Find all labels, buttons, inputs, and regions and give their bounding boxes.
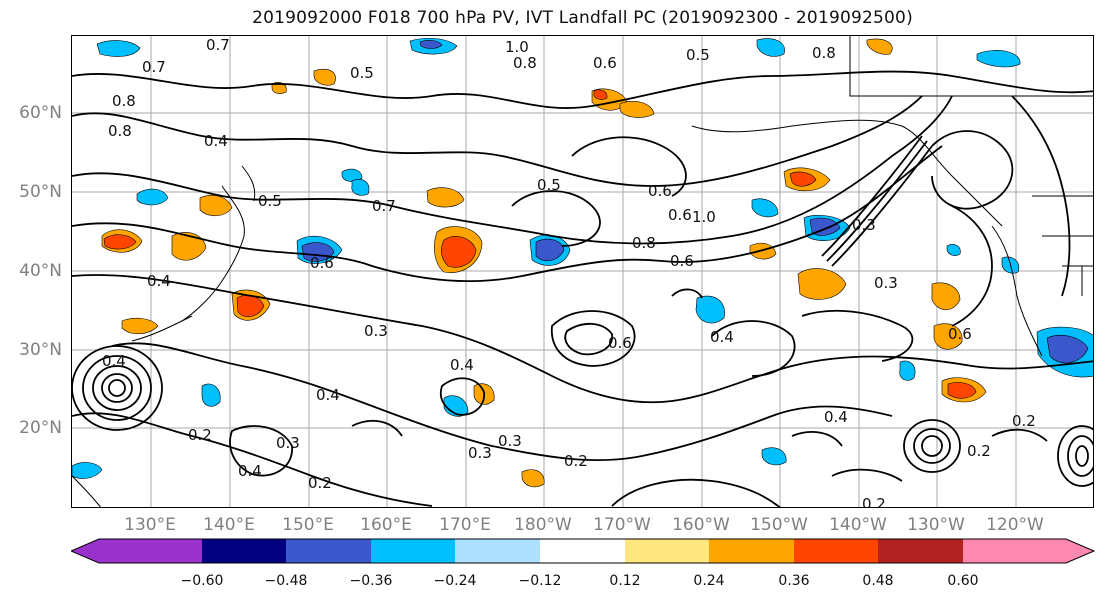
contour-label: 0.8 (108, 122, 132, 140)
contour-label: 0.4 (710, 328, 734, 346)
contour-label: 0.6 (668, 206, 692, 224)
contour-label: 0.2 (1012, 412, 1036, 430)
lon-label-140w: 140°W (829, 515, 887, 535)
contour-label: 1.0 (505, 38, 529, 56)
contour-label: 0.6 (593, 54, 617, 72)
contour-label: 0.8 (112, 92, 136, 110)
contour-label: 0.3 (874, 274, 898, 292)
contour-label: 0.7 (206, 36, 230, 54)
colorbar-tick-label: −0.12 (518, 573, 562, 589)
contour-labels: 0.7 0.5 1.0 0.8 0.6 0.5 0.8 0.7 0.8 0.8 … (102, 36, 1036, 508)
contour-label: 0.6 (670, 252, 694, 270)
lon-label-160w: 160°W (672, 515, 730, 535)
storm-rings (72, 135, 1093, 487)
contour-label: 0.3 (364, 322, 388, 340)
contour-label: 0.5 (350, 64, 374, 82)
contour-label: 0.2 (967, 442, 991, 460)
coastlines (72, 36, 1093, 507)
graticule (72, 36, 1093, 507)
lon-label-150w: 150°W (750, 515, 808, 535)
lat-label-40n: 40°N (19, 261, 62, 281)
contour-label: 0.8 (513, 54, 537, 72)
contour-label: 0.2 (564, 452, 588, 470)
contour-label: 0.4 (450, 356, 474, 374)
colorbar-outline (71, 538, 1096, 564)
colorbar-segment (794, 539, 878, 563)
colorbar-tick-label: −0.36 (349, 573, 393, 589)
contour-label: 0.3 (468, 444, 492, 462)
contour-label: 0.2 (308, 474, 332, 492)
contour-label: 0.8 (812, 44, 836, 62)
lon-label-180w: 180°W (514, 515, 572, 535)
colorbar-tick-label: 0.48 (862, 573, 894, 589)
lon-label-170e: 170°E (439, 515, 491, 535)
contour-label: 0.8 (632, 234, 656, 252)
lat-label-20n: 20°N (19, 418, 62, 438)
lon-label-170w: 170°W (593, 515, 651, 535)
contour-label: 0.6 (948, 325, 972, 343)
map-panel: 0.7 0.5 1.0 0.8 0.6 0.5 0.8 0.7 0.8 0.8 … (71, 35, 1094, 508)
colorbar-segment (455, 539, 540, 563)
lon-label-130e: 130°E (124, 515, 176, 535)
lat-label-60n: 60°N (19, 103, 62, 123)
contour-label: 0.5 (686, 46, 710, 64)
contour-label: 0.4 (824, 408, 848, 426)
colorbar-segment (540, 539, 625, 563)
colorbar-tick-label: 0.12 (609, 573, 641, 589)
contour-label: 0.5 (258, 192, 282, 210)
colorbar-tick-label: −0.48 (264, 573, 308, 589)
contour-label: 0.4 (316, 386, 340, 404)
contour-label: 0.2 (862, 495, 886, 508)
contour-label: 0.3 (276, 434, 300, 452)
contour-label: 0.4 (102, 352, 126, 370)
colorbar-tick-label: −0.24 (433, 573, 477, 589)
colorbar-tick-label: 0.24 (693, 573, 725, 589)
lat-label-50n: 50°N (19, 182, 62, 202)
colorbar-segment (371, 539, 455, 563)
colorbar-segment (878, 539, 963, 563)
contour-label: 0.4 (147, 272, 171, 290)
contour-label: 0.3 (852, 216, 876, 234)
pv-contours (72, 70, 1093, 507)
contour-label: 0.6 (310, 254, 334, 272)
contour-label: 0.6 (608, 334, 632, 352)
contour-label: 0.5 (537, 176, 561, 194)
lon-label-150e: 150°E (282, 515, 334, 535)
colorbar-segment (709, 539, 794, 563)
colorbar (71, 538, 1096, 564)
contour-label: 0.2 (188, 426, 212, 444)
colorbar-tick-label: 0.36 (778, 573, 810, 589)
lat-label-30n: 30°N (19, 340, 62, 360)
contour-label: 0.7 (372, 197, 396, 215)
contour-label: 1.0 (692, 208, 716, 226)
pv-anomaly-fills (72, 37, 1093, 488)
colorbar-tick-label: 0.60 (947, 573, 979, 589)
map-title: 2019092000 F018 700 hPa PV, IVT Landfall… (252, 8, 913, 28)
colorbar-segment (625, 539, 709, 563)
colorbar-tick-label: −0.60 (180, 573, 224, 589)
lon-label-140e: 140°E (203, 515, 255, 535)
contour-label: 0.7 (142, 58, 166, 76)
contour-label: 0.4 (238, 462, 262, 480)
colorbar-segment (71, 539, 202, 563)
colorbar-segment (286, 539, 371, 563)
contour-label: 0.6 (648, 182, 672, 200)
lon-label-120w: 120°W (986, 515, 1044, 535)
lon-label-130w: 130°W (907, 515, 965, 535)
contour-label: 0.3 (498, 432, 522, 450)
colorbar-segment (963, 539, 1094, 563)
lon-label-160e: 160°E (360, 515, 412, 535)
contour-label: 0.4 (204, 132, 228, 150)
colorbar-segment (202, 539, 286, 563)
map-canvas: 0.7 0.5 1.0 0.8 0.6 0.5 0.8 0.7 0.8 0.8 … (72, 36, 1093, 508)
